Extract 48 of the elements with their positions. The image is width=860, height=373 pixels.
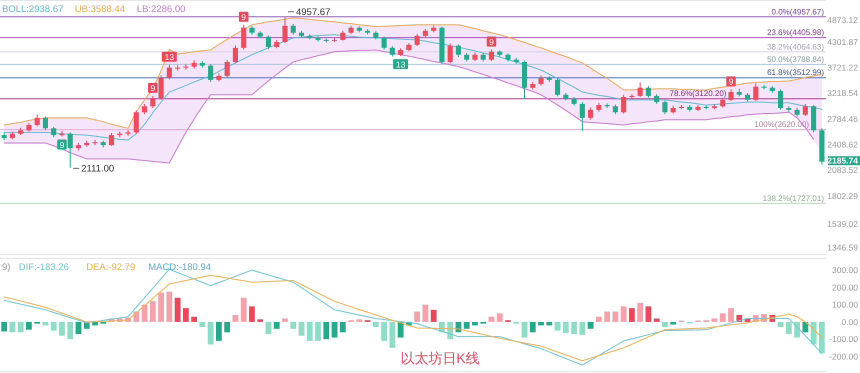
ref-line-label: 78.6%(3120.20) (670, 89, 727, 98)
y-tick-label: 0.00 (841, 316, 858, 327)
text: 9) (2, 262, 10, 273)
price-tag: 2185.74 (827, 156, 860, 166)
y-tick-label: 100.00 (832, 300, 858, 310)
text: UB:3588.44 (74, 4, 125, 15)
text: DEA:-92.79 (86, 262, 136, 273)
count-tag: 9 (486, 36, 496, 47)
y-tick-label: 300.00 (832, 265, 858, 276)
y-tick-label: 1346.59 (827, 242, 858, 252)
annotation: 9 (728, 76, 734, 87)
count-tag: 9 (148, 82, 158, 94)
ref-line-label: 0.0%(4957.67) (772, 7, 824, 16)
y-tick-label: 3721.22 (827, 62, 858, 73)
ref-line-label: 61.8%(3512.99) (767, 68, 824, 78)
y-tick-label: 2408.62 (827, 140, 858, 150)
y-tick-label: 1802.29 (827, 190, 858, 201)
ref-line-label: 23.6%(4405.98) (767, 28, 824, 38)
y-tick-label: 4301.87 (827, 36, 858, 47)
ref-line-label: 38.2%(4064.63) (767, 42, 824, 52)
annotation: 13 (164, 52, 174, 62)
count-tag: 13 (393, 59, 408, 70)
count-tag: 13 (162, 52, 177, 62)
text: BOLL:2938.67 (2, 4, 64, 15)
y-tick-label: -200.00 (829, 351, 858, 362)
text: DIF:-183.26 (18, 262, 69, 273)
text: LB:2286.00 (136, 4, 186, 15)
y-tick-label: 2784.46 (827, 114, 858, 124)
y-tick-label: 3218.54 (827, 88, 858, 98)
text: 4957.67 (296, 6, 330, 18)
count-tag: 9 (726, 76, 736, 87)
annotation: 以太坊日K线 (400, 350, 480, 366)
ref-line-label: 138.2%(1727.01) (762, 194, 824, 203)
annotation: 13 (396, 59, 406, 70)
y-tick-label: 1539.02 (827, 218, 858, 229)
y-tick-label: -100.00 (829, 334, 858, 344)
annotation: 9 (241, 12, 246, 22)
annotation: 9 (150, 83, 156, 94)
y-tick-label: 200.00 (832, 282, 858, 292)
text: MACD:-180.94 (148, 262, 212, 273)
count-tag: 9 (238, 12, 248, 22)
text: 2111.00 (81, 163, 114, 174)
y-tick-label: 4873.12 (827, 14, 858, 25)
y-tick-label: 2083.52 (827, 165, 858, 176)
annotation: 9 (60, 140, 65, 150)
annotation: 9 (489, 36, 494, 47)
ref-line-label: 50.0%(3788.84) (767, 54, 824, 64)
count-tag: 9 (57, 140, 67, 150)
